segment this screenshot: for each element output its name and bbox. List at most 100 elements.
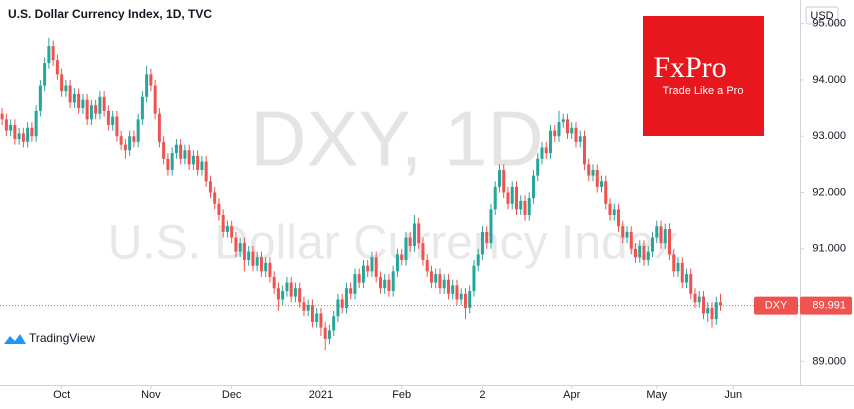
candle-body xyxy=(13,124,17,140)
candle-body xyxy=(89,105,93,120)
candle-body xyxy=(276,288,280,300)
candle-body xyxy=(204,161,208,182)
candle-body xyxy=(719,302,723,306)
candle-body xyxy=(689,274,693,294)
candle-body xyxy=(323,327,327,339)
candle-body xyxy=(213,192,217,204)
candle-body xyxy=(395,254,399,272)
logo-box xyxy=(643,16,764,136)
candle-body xyxy=(455,285,459,300)
candle-body xyxy=(64,85,68,92)
x-tick-label: Oct xyxy=(53,389,70,401)
source: TradingView xyxy=(29,331,95,345)
candle-body xyxy=(680,262,684,283)
candle-body xyxy=(714,302,718,320)
candle-body xyxy=(174,144,178,154)
candle-body xyxy=(259,257,263,272)
candle-body xyxy=(621,226,625,238)
candle-body xyxy=(463,293,467,308)
candle-body xyxy=(451,285,455,294)
candle-body xyxy=(599,181,603,187)
candle-body xyxy=(200,161,204,170)
candle-body xyxy=(604,181,608,204)
candle-body xyxy=(17,133,21,140)
candle-body xyxy=(344,288,348,308)
candle-body xyxy=(685,274,689,283)
candle-body xyxy=(659,226,663,244)
candle-body xyxy=(149,74,153,86)
candle-body xyxy=(81,99,85,109)
candle-body xyxy=(616,209,620,227)
x-tick-label: Feb xyxy=(392,389,411,401)
candle-body xyxy=(370,257,374,272)
candle-body xyxy=(702,296,706,314)
candle-body xyxy=(553,130,557,137)
candle-body xyxy=(591,169,595,176)
candle-body xyxy=(132,136,136,142)
candle-body xyxy=(421,243,425,261)
candle-body xyxy=(208,181,212,193)
candle-body xyxy=(446,279,450,294)
candle-body xyxy=(612,209,616,216)
candle-body xyxy=(663,229,667,244)
x-tick-label: Jun xyxy=(724,389,742,401)
candle-body xyxy=(655,226,659,238)
candle-body xyxy=(548,130,552,154)
candle-body xyxy=(26,127,30,142)
candle-body xyxy=(319,313,323,328)
candle-body xyxy=(404,237,408,261)
candle-body xyxy=(676,262,680,272)
candle-body xyxy=(94,105,98,114)
watermark-name: U.S. Dollar Currency Index xyxy=(108,217,679,270)
candle-body xyxy=(638,245,642,258)
candle-body xyxy=(268,262,272,277)
candle-body xyxy=(476,254,480,266)
candle-body xyxy=(128,136,132,151)
candle-body xyxy=(187,150,191,165)
candle-body xyxy=(327,330,331,339)
candle-body xyxy=(485,231,489,244)
y-tick-label: 89.000 xyxy=(812,355,846,367)
candle-body xyxy=(506,192,510,204)
candle-body xyxy=(668,229,672,255)
candle-body xyxy=(153,85,157,114)
candle-body xyxy=(438,274,442,289)
candle-body xyxy=(0,113,4,120)
candle-body xyxy=(217,203,221,216)
symbol-tag xyxy=(754,296,798,315)
candle-body xyxy=(234,237,238,252)
candle-body xyxy=(55,60,59,75)
chart-title: U.S. Dollar Currency Index, 1D, TVC xyxy=(8,7,212,21)
candle-body xyxy=(582,136,586,165)
candle-body xyxy=(608,203,612,216)
candle-body xyxy=(332,316,336,331)
candle-body xyxy=(238,243,242,252)
candle-body xyxy=(540,147,544,159)
candle-body xyxy=(98,96,102,114)
candle-body xyxy=(514,186,518,210)
candle-body xyxy=(400,254,404,261)
candle-body xyxy=(650,237,654,252)
candle-body xyxy=(170,153,174,170)
candle-body xyxy=(272,276,276,289)
candle-body xyxy=(629,231,633,249)
candle-body xyxy=(693,293,697,303)
candle-body xyxy=(166,158,170,170)
candle-body xyxy=(408,237,412,246)
candle-body xyxy=(30,127,34,137)
tradingview-logo: TradingView xyxy=(4,331,95,345)
candle-body xyxy=(412,223,416,246)
candle-body xyxy=(625,231,629,238)
candle-body xyxy=(472,265,476,292)
candle-body xyxy=(145,74,149,97)
symbol-tag-text: DXY xyxy=(765,299,788,311)
y-tick-label: 95.000 xyxy=(812,18,846,30)
candle-body xyxy=(459,293,463,300)
candle-body xyxy=(710,307,714,320)
candle-body xyxy=(264,262,268,272)
x-tick-label: 2021 xyxy=(309,389,333,401)
currency-box xyxy=(805,6,839,25)
x-tick-label: Dec xyxy=(222,389,242,401)
candle-body xyxy=(587,164,591,176)
